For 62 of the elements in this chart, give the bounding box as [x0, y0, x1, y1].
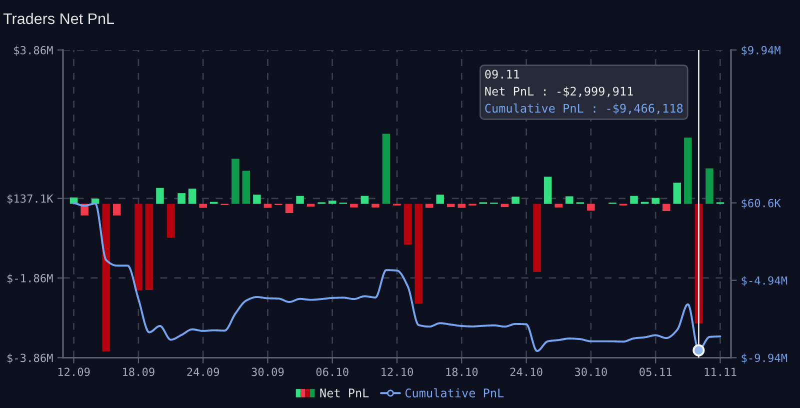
legend-label: Cumulative PnL [405, 388, 504, 398]
legend-label: Net PnL [320, 388, 369, 398]
bar [145, 204, 154, 290]
y2-tick-label: $-4.94M [742, 276, 788, 286]
x-tick-label: 30.09 [252, 368, 284, 376]
x-tick-label: 18.10 [446, 368, 478, 376]
y2-tick-label: $60.6K [742, 198, 781, 209]
x-tick-label: 12.10 [382, 368, 414, 376]
y-tick-label: $-1.86M [7, 274, 53, 284]
x-tick-label: 12.09 [58, 368, 90, 376]
bar [156, 188, 164, 204]
bar [264, 204, 272, 208]
x-tick-label: 24.09 [187, 368, 220, 376]
bar [382, 134, 390, 204]
bar [587, 204, 595, 211]
bar [436, 194, 444, 204]
x-tick-label: 18.09 [123, 368, 154, 376]
bar [630, 196, 638, 204]
bar [166, 204, 175, 238]
bar [425, 204, 434, 208]
bar [652, 198, 660, 204]
chart-title: Traders Net PnL [3, 12, 114, 24]
bar [372, 204, 380, 208]
bar [253, 194, 261, 204]
bar [328, 200, 336, 204]
bar [232, 158, 240, 204]
bar [404, 204, 412, 245]
bar [706, 168, 714, 204]
bar [673, 182, 682, 204]
bar [242, 170, 250, 204]
bar [188, 188, 196, 204]
y2-tick-label: $-9.94M [742, 354, 788, 364]
bar [112, 204, 121, 216]
y-tick-label: $137.1K [7, 194, 54, 204]
bar [662, 204, 670, 212]
bar [566, 196, 574, 204]
bar [199, 204, 207, 208]
bar [102, 204, 110, 352]
bar [446, 204, 455, 208]
y-tick-label: $-3.86M [7, 354, 53, 364]
y2-tick-label: $9.94M [742, 46, 780, 56]
bar [285, 204, 294, 214]
x-tick-label: 06.10 [316, 368, 348, 376]
bar [134, 204, 142, 290]
x-tick-label: 24.10 [510, 368, 542, 376]
bar [684, 138, 692, 204]
bar [296, 196, 304, 204]
x-tick-label: 30.10 [574, 368, 607, 376]
x-tick-label: 11.11 [704, 368, 736, 376]
bar [512, 196, 520, 204]
bar [533, 204, 541, 272]
bar [350, 204, 358, 208]
bar [554, 204, 562, 208]
x-tick-label: 05.11 [640, 368, 672, 376]
bar [414, 204, 422, 304]
bar [500, 204, 509, 208]
y-tick-label: $3.86M [14, 46, 53, 56]
bar [458, 204, 466, 208]
annotation: 09.11 Net PnL : -$2,999,911 Cumulative PnL : -$9,466,118 [485, 70, 683, 114]
bar [360, 196, 369, 204]
bar [544, 176, 552, 204]
bar [178, 193, 186, 204]
